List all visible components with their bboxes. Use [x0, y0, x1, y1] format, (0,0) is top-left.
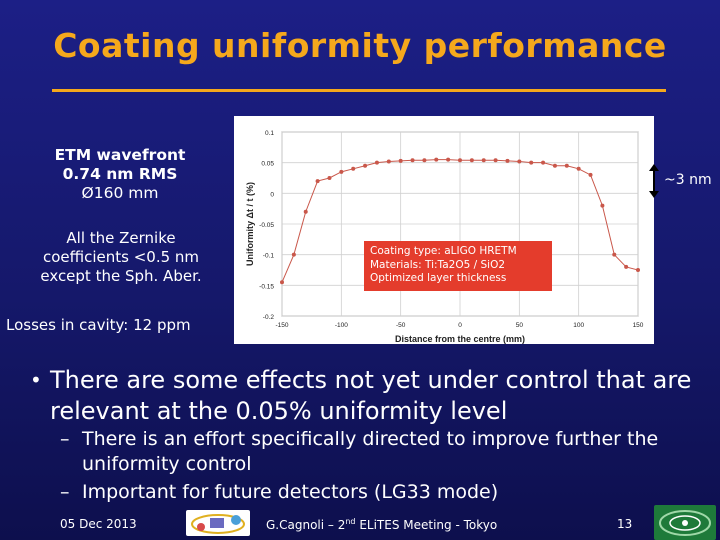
dash-icon: – — [60, 428, 70, 450]
x-tick-label: -50 — [396, 322, 406, 329]
y-tick-label: 0 — [270, 191, 274, 198]
data-point — [315, 179, 320, 184]
zernike-line-2: coefficients <0.5 nm — [42, 248, 200, 266]
zernike-line-1: All the Zernike — [66, 229, 176, 247]
data-point — [517, 159, 522, 164]
y-tick-label: 0.05 — [261, 161, 274, 168]
x-tick-label: 0 — [458, 322, 462, 329]
uniformity-chart: 0.1 0.05 0 -0.05 -0.1 -0.15 -0.2-150 -100 -50 0 50… — [245, 130, 644, 344]
data-point — [541, 160, 546, 165]
zernike-line-3: except the Sph. Aber. — [40, 267, 202, 285]
y-tick-label: 0.1 — [265, 130, 274, 137]
data-point — [600, 203, 605, 208]
y-tick-label: -0.2 — [263, 314, 275, 321]
data-point — [576, 166, 581, 171]
data-point — [280, 280, 284, 285]
x-tick-label: 150 — [633, 322, 644, 329]
losses-note: Losses in cavity: 12 ppm — [6, 316, 191, 334]
data-point — [564, 163, 569, 168]
callout-line-2: Materials: Ti:Ta2O5 / SiO2 — [370, 258, 506, 271]
data-point — [398, 158, 403, 163]
zernike-note: All the Zernike coefficients <0.5 nm exc… — [14, 229, 228, 286]
y-axis-label: Uniformity Δt / t (%) — [245, 182, 255, 266]
etm-title: ETM wavefront — [54, 146, 186, 164]
data-point — [552, 163, 557, 168]
x-tick-label: -100 — [335, 322, 348, 329]
footer-date: 05 Dec 2013 — [60, 517, 137, 531]
author-suffix: ELiTES Meeting - Tokyo — [355, 518, 498, 532]
y-tick-label: -0.05 — [259, 222, 274, 229]
y-tick-label: -0.15 — [259, 283, 274, 290]
data-point — [636, 268, 640, 272]
callout-line-3: Optimized layer thickness — [370, 272, 507, 284]
data-point — [363, 163, 368, 168]
page-number: 13 — [617, 517, 633, 531]
footer-author: G.Cagnoli – 2nd ELiTES Meeting - Tokyo — [266, 517, 497, 532]
data-point — [291, 252, 296, 257]
data-point — [505, 158, 510, 163]
x-tick-label: 100 — [573, 322, 584, 329]
etm-diameter: Ø160 mm — [81, 184, 159, 202]
sub-bullet: – Important for future detectors (LG33 m… — [60, 480, 700, 505]
uniformity-plot: 0.1 0.05 0 -0.05 -0.1 -0.15 -0.2 -150 -100 -50 0 50… — [234, 116, 654, 344]
author-sup: nd — [345, 517, 356, 526]
y-tick-label: -0.1 — [263, 253, 275, 260]
main-bullet-text: There are some effects not yet under con… — [50, 366, 692, 425]
x-axis-label: Distance from the centre (mm) — [395, 334, 525, 344]
dash-icon: – — [60, 481, 70, 503]
x-tick-label: -150 — [275, 322, 288, 329]
data-point — [458, 158, 462, 163]
title-underline — [52, 89, 666, 92]
slide-title: Coating uniformity performance — [53, 26, 667, 65]
author-prefix: G.Cagnoli – 2 — [266, 518, 346, 532]
data-point — [303, 209, 308, 214]
coating-callout: Coating type: aLIGO HRETM Materials: Ti:… — [364, 241, 552, 291]
data-point — [386, 159, 391, 164]
virgo-logo-icon — [654, 505, 716, 540]
data-point — [481, 158, 486, 163]
sub-bullet: – There is an effort specifically direct… — [60, 427, 700, 477]
lma-logo-icon — [186, 510, 250, 536]
bullet-dot-icon: • — [30, 368, 42, 392]
x-tick-label: 50 — [516, 322, 524, 329]
etm-rms: 0.74 nm RMS — [62, 165, 178, 183]
data-point — [410, 158, 415, 163]
etm-wavefront-note: ETM wavefront 0.74 nm RMS Ø160 mm — [20, 146, 220, 203]
data-point — [374, 160, 379, 165]
data-point — [351, 166, 356, 171]
nm-annotation: ~3 nm — [664, 172, 712, 188]
double-arrow-icon — [649, 164, 659, 198]
data-point — [327, 176, 332, 180]
data-point — [434, 157, 439, 162]
data-point — [612, 252, 617, 257]
sub-bullet-text-1: There is an effort specifically directed… — [82, 428, 659, 475]
callout-line-1: Coating type: aLIGO HRETM — [370, 245, 517, 257]
data-point — [624, 264, 629, 269]
data-point — [446, 157, 451, 162]
data-point — [422, 158, 427, 163]
data-point — [493, 158, 498, 163]
data-point — [469, 158, 474, 163]
data-point — [588, 172, 593, 177]
main-bullet: • There are some effects not yet under c… — [30, 365, 710, 427]
data-point — [529, 160, 534, 165]
sub-bullet-text-2: Important for future detectors (LG33 mod… — [82, 481, 499, 503]
data-point — [339, 169, 344, 174]
